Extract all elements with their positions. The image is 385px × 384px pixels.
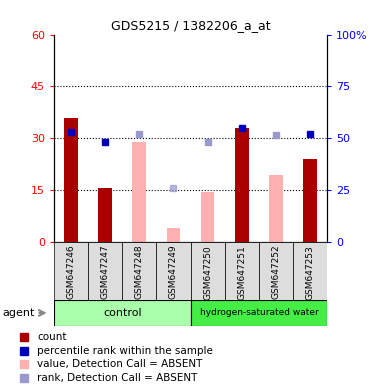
Text: hydrogen-saturated water: hydrogen-saturated water [199,308,318,318]
Bar [54,242,88,300]
Bar [54,300,191,326]
Text: count: count [37,332,66,342]
Text: GSM647248: GSM647248 [135,245,144,300]
Bar [88,242,122,300]
Bar [293,242,327,300]
Bar [156,242,191,300]
Text: control: control [103,308,142,318]
Bar [167,228,180,242]
Text: GSM647247: GSM647247 [100,245,110,300]
Bar [269,175,283,242]
Text: GSM647249: GSM647249 [169,245,178,300]
Text: agent: agent [3,308,35,318]
Text: GSM647251: GSM647251 [237,245,246,300]
Bar [259,242,293,300]
Bar [132,142,146,242]
Text: GSM647253: GSM647253 [306,245,315,300]
Text: GSM647252: GSM647252 [271,245,281,300]
Bar [303,159,317,242]
Bar [122,242,156,300]
Bar [201,192,214,242]
Bar [225,242,259,300]
Bar [191,242,225,300]
Bar [235,128,249,242]
Text: GSM647246: GSM647246 [67,245,75,300]
Bar [64,118,78,242]
Text: percentile rank within the sample: percentile rank within the sample [37,346,213,356]
Title: GDS5215 / 1382206_a_at: GDS5215 / 1382206_a_at [111,19,270,32]
Text: rank, Detection Call = ABSENT: rank, Detection Call = ABSENT [37,373,197,383]
Text: value, Detection Call = ABSENT: value, Detection Call = ABSENT [37,359,202,369]
Bar [191,300,327,326]
Text: GSM647250: GSM647250 [203,245,212,300]
Bar [98,189,112,242]
